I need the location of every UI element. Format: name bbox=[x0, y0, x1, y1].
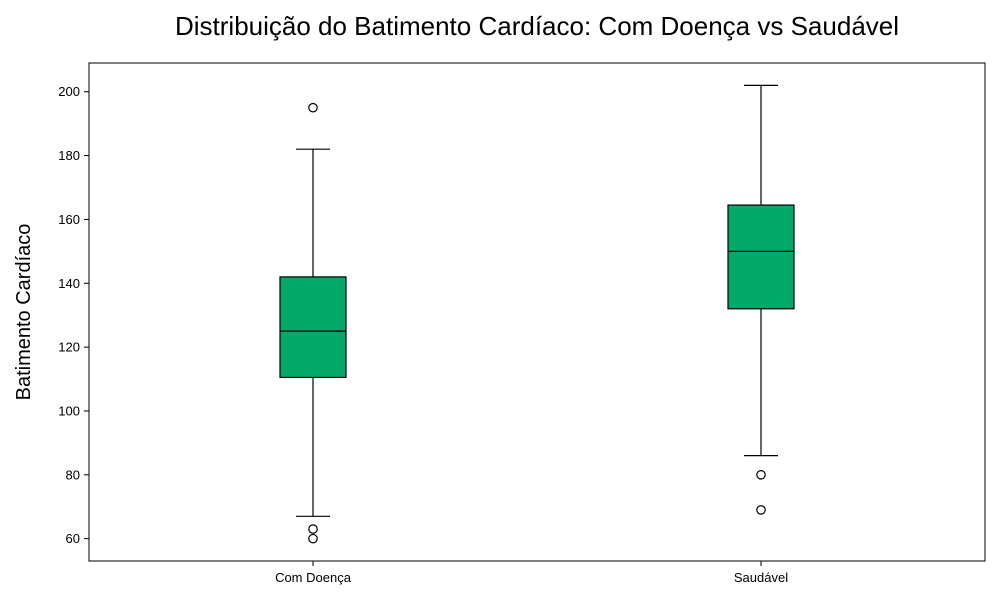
x-tick-label: Com Doença bbox=[275, 570, 352, 585]
y-tick-label: 120 bbox=[58, 340, 80, 355]
plot-frame bbox=[88, 62, 986, 562]
box-iqr bbox=[279, 276, 347, 379]
y-tick-label: 80 bbox=[66, 467, 80, 482]
outlier-point bbox=[308, 533, 318, 544]
y-tick-label: 60 bbox=[66, 531, 80, 546]
plot-area: 60 80 100 120 140 160 180 200 Com Doença Saudável bbox=[58, 62, 986, 585]
y-tick-label: 160 bbox=[58, 212, 80, 227]
outlier-point bbox=[756, 505, 766, 515]
chart-title: Distribuição do Batimento Cardíaco: Com … bbox=[175, 11, 899, 41]
y-axis-label: Batimento Cardíaco bbox=[13, 224, 35, 401]
outlier-point bbox=[308, 524, 318, 534]
y-tick-label: 180 bbox=[58, 148, 80, 163]
y-tick-label: 100 bbox=[58, 403, 80, 418]
outlier-point bbox=[308, 102, 318, 113]
y-tick-label: 200 bbox=[58, 84, 80, 99]
outlier-point bbox=[756, 470, 766, 480]
box-iqr bbox=[727, 204, 795, 310]
y-tick-label: 140 bbox=[58, 276, 80, 291]
x-tick-label: Saudável bbox=[734, 570, 788, 585]
